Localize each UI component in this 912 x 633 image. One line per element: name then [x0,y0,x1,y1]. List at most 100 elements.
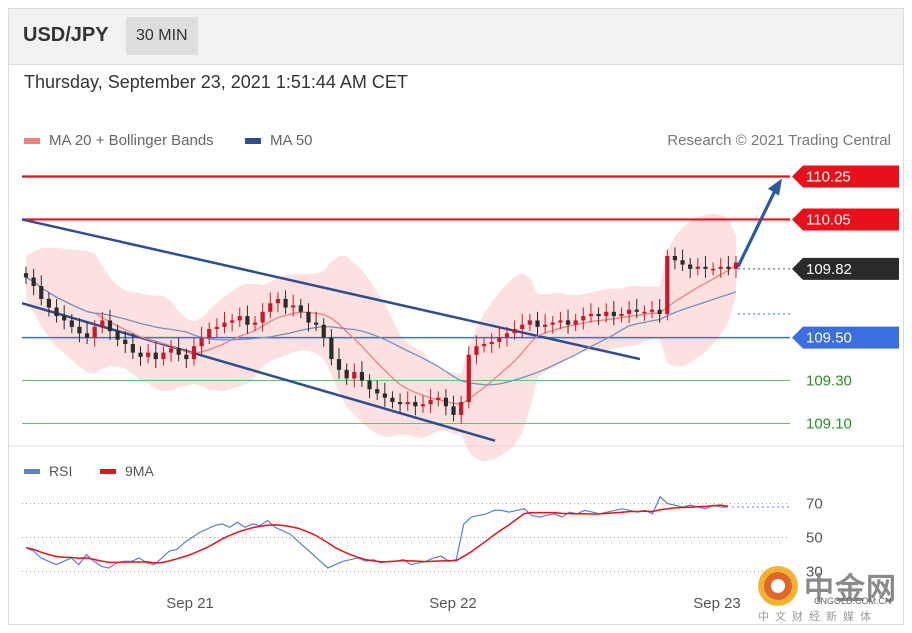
candle-body [680,260,685,265]
watermark: 中金网 CNGOLD.COM.CN 中文财经新媒体 [756,560,904,623]
candle [695,258,700,276]
candle-body [23,273,29,278]
candle-body [672,255,678,261]
candle [130,333,135,360]
candle-body [123,339,128,345]
candle-body [649,309,655,312]
candle-body [352,371,357,379]
candle-body [695,266,700,269]
candle-body [611,311,616,317]
candle-body [474,346,479,355]
candle [207,322,212,345]
candle-body [359,371,365,381]
candle [703,255,708,278]
candle [230,313,235,332]
candle [642,305,647,321]
legend-rsi: RSI [24,463,72,479]
candle-body [92,326,97,338]
candle-body [512,329,517,334]
candle-body [451,406,456,415]
level-target-109-30: 109.30 [22,373,852,390]
candle-body [581,316,586,321]
candle [306,303,311,332]
candle-body [336,359,342,370]
candle-body [191,346,197,360]
candle-body [703,266,708,269]
candle [176,337,181,362]
candle-body [642,311,647,314]
candle-body [459,402,464,415]
bollinger-swatch-icon [24,137,40,144]
candle-body [283,298,288,308]
currency-pair-title: USD/JPY [23,24,109,46]
candle-body [130,344,135,353]
watermark-url: CNGOLD.COM.CN [814,596,892,606]
candle [245,305,250,334]
candle [260,303,265,332]
candle [497,326,502,349]
candle-body [489,341,494,345]
candle-body [146,352,151,357]
candle-body [634,309,639,312]
candle [352,363,357,388]
candle [291,294,296,317]
level-tag-shape [792,257,899,280]
candle-body [550,322,555,325]
candle [138,346,143,366]
candle [375,380,380,400]
candle-body [543,324,548,327]
candle [344,363,349,385]
candle [184,348,189,369]
level-label: 109.30 [806,373,852,390]
candle [54,298,59,323]
legend-ma50: MA 50 [245,132,313,149]
candle-body [275,298,281,304]
candle-body [77,326,82,334]
candle [489,333,494,354]
candle [466,346,471,409]
level-label: 109.82 [806,261,852,278]
candle-body [481,344,487,347]
candle [436,391,441,407]
level-support-109-50: 109.50 [22,326,899,349]
rsi-tick-label: 30 [806,563,823,580]
candle [31,268,36,296]
candle [619,307,624,323]
candle [69,313,74,334]
candle [512,320,517,340]
cngold-coin-icon [758,566,798,606]
candle [413,395,418,416]
candle-body [619,313,624,317]
candle [710,262,716,276]
candle-body [107,320,113,332]
candle [627,301,632,323]
level-current-109-82: 109.82 [738,257,899,280]
candle-body [69,320,74,327]
candle-body [153,352,158,360]
candle-body [688,264,693,269]
candle-body [573,320,578,325]
candle-body [657,309,662,314]
candle [359,361,365,387]
candle [665,249,670,321]
candle [474,335,479,364]
candle-body [397,402,403,405]
candle [611,301,616,326]
candle [115,324,120,347]
candle-body [291,305,296,308]
research-credit: Research © 2021 Trading Central [667,132,891,149]
candle [443,389,448,416]
ma9-swatch-icon [100,468,116,474]
candle [298,298,303,319]
candle [123,331,128,354]
timeframe-badge[interactable]: 30 MIN [126,17,198,55]
candle-body [367,380,372,390]
level-label: 109.10 [806,416,852,433]
level-label: 109.50 [806,330,852,347]
candle [672,247,678,270]
candle-body [710,268,716,271]
candle-body [184,354,189,360]
candle-body [237,316,242,321]
candle [550,316,555,334]
